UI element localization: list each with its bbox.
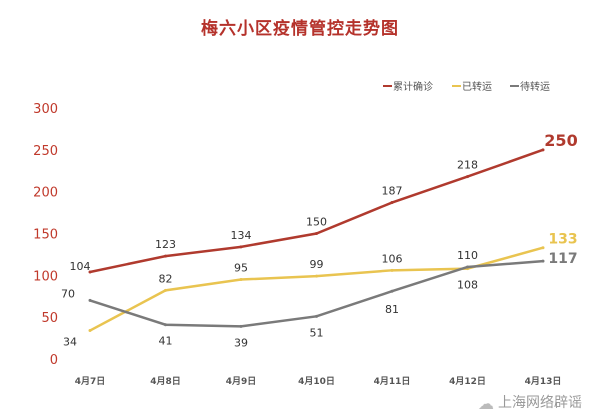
data-label: 34 [63, 336, 77, 349]
data-point [390, 201, 394, 205]
data-point [390, 268, 394, 272]
data-label: 39 [234, 336, 248, 349]
x-tick-label: 4月7日 [75, 376, 106, 387]
data-point [541, 148, 545, 152]
data-point [239, 245, 243, 249]
data-point [88, 270, 92, 274]
y-tick-label: 150 [33, 228, 58, 243]
data-label: 150 [306, 216, 327, 229]
x-tick-label: 4月11日 [374, 376, 411, 387]
y-tick-label: 0 [50, 353, 58, 368]
data-point [88, 298, 92, 302]
data-label: 134 [231, 229, 252, 242]
data-point [390, 289, 394, 293]
data-label: 110 [457, 249, 478, 262]
watermark-text: 上海网络辟谣 [498, 395, 582, 411]
data-label: 99 [310, 258, 324, 271]
y-tick-label: 200 [33, 186, 58, 201]
chart-title: 梅六小区疫情管控走势图 [201, 19, 399, 39]
data-label: 106 [382, 252, 403, 265]
data-label: 41 [159, 335, 173, 348]
data-label: 95 [234, 262, 248, 275]
data-label: 117 [548, 251, 577, 267]
legend-label: 待转运 [520, 80, 550, 93]
data-label: 51 [310, 326, 324, 339]
legend-label: 累计确诊 [393, 80, 433, 93]
data-label: 82 [159, 272, 173, 285]
data-label: 187 [382, 185, 403, 198]
data-point [541, 259, 545, 263]
data-point [239, 278, 243, 282]
x-tick-label: 4月13日 [525, 376, 562, 387]
data-label: 250 [544, 131, 577, 150]
legend-label: 已转运 [462, 80, 492, 93]
x-tick-label: 4月8日 [150, 376, 181, 387]
data-point [315, 232, 318, 235]
data-label: 108 [457, 279, 478, 292]
y-tick-label: 300 [33, 102, 58, 117]
data-point [315, 274, 318, 278]
data-label: 123 [155, 238, 176, 251]
data-label: 218 [457, 159, 478, 172]
x-tick-label: 4月9日 [226, 376, 257, 387]
data-label: 81 [385, 303, 399, 316]
watermark: ☁ 上海网络辟谣 [478, 395, 582, 412]
data-point [164, 288, 167, 292]
data-point [164, 254, 167, 258]
data-label: 70 [61, 287, 75, 300]
data-point [466, 265, 469, 269]
data-point [466, 175, 469, 179]
wechat-icon: ☁ [478, 394, 494, 413]
y-tick-label: 50 [41, 311, 58, 326]
data-point [239, 324, 243, 328]
data-point [164, 323, 167, 327]
y-tick-label: 100 [33, 269, 58, 284]
data-point [541, 246, 545, 250]
y-tick-label: 250 [33, 144, 58, 159]
data-point [315, 314, 318, 318]
x-tick-label: 4月10日 [298, 376, 335, 387]
data-point [88, 329, 92, 333]
data-label: 104 [70, 260, 91, 273]
data-label: 133 [548, 232, 577, 248]
x-tick-label: 4月12日 [449, 376, 486, 387]
